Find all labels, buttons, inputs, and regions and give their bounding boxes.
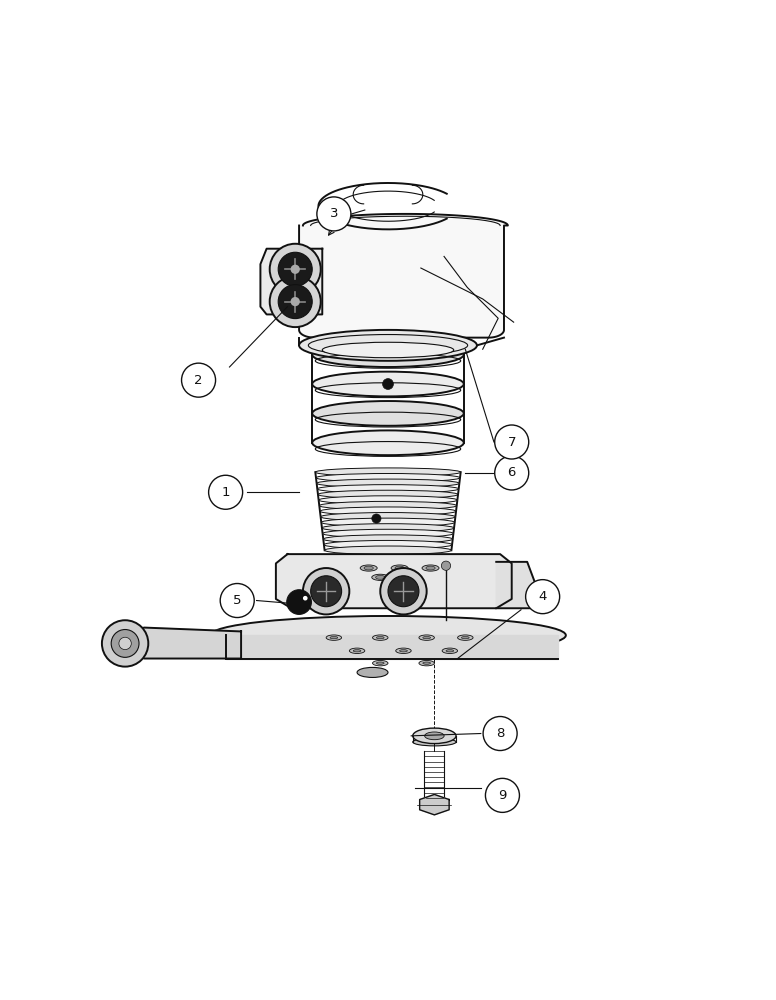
Circle shape xyxy=(111,630,139,657)
Ellipse shape xyxy=(299,330,477,361)
Circle shape xyxy=(483,717,517,751)
Circle shape xyxy=(270,276,320,327)
Ellipse shape xyxy=(458,635,473,640)
Text: 4: 4 xyxy=(539,590,547,603)
Ellipse shape xyxy=(321,518,455,527)
Polygon shape xyxy=(226,635,558,659)
Ellipse shape xyxy=(396,648,411,653)
Ellipse shape xyxy=(407,575,416,579)
Text: 3: 3 xyxy=(330,207,338,220)
Ellipse shape xyxy=(391,565,408,571)
Text: 1: 1 xyxy=(221,486,230,499)
Circle shape xyxy=(317,197,351,231)
Ellipse shape xyxy=(376,575,385,579)
Ellipse shape xyxy=(349,648,365,653)
Text: 7: 7 xyxy=(508,436,516,449)
Ellipse shape xyxy=(322,342,454,358)
Circle shape xyxy=(220,584,255,618)
Ellipse shape xyxy=(376,662,384,664)
Circle shape xyxy=(102,620,148,667)
Circle shape xyxy=(495,456,528,490)
Ellipse shape xyxy=(320,507,456,515)
Ellipse shape xyxy=(357,667,388,677)
Circle shape xyxy=(290,297,300,306)
Ellipse shape xyxy=(317,485,459,493)
Circle shape xyxy=(286,590,311,614)
Ellipse shape xyxy=(419,635,435,640)
Ellipse shape xyxy=(316,473,460,482)
Text: 8: 8 xyxy=(496,727,504,740)
Circle shape xyxy=(303,596,307,601)
Ellipse shape xyxy=(319,496,457,504)
Text: 9: 9 xyxy=(498,789,507,802)
Circle shape xyxy=(486,778,519,812)
Ellipse shape xyxy=(312,342,464,367)
Ellipse shape xyxy=(372,574,389,580)
Ellipse shape xyxy=(312,430,464,455)
Circle shape xyxy=(279,285,312,319)
Polygon shape xyxy=(276,554,511,608)
Polygon shape xyxy=(496,562,539,608)
Polygon shape xyxy=(299,214,508,338)
Ellipse shape xyxy=(315,468,461,476)
Circle shape xyxy=(525,580,559,614)
Ellipse shape xyxy=(372,635,388,640)
Ellipse shape xyxy=(318,490,458,499)
Ellipse shape xyxy=(312,372,464,396)
Ellipse shape xyxy=(312,401,464,426)
Ellipse shape xyxy=(324,535,452,543)
Ellipse shape xyxy=(462,636,469,639)
Ellipse shape xyxy=(330,636,338,639)
Ellipse shape xyxy=(423,662,431,664)
Circle shape xyxy=(442,561,451,570)
Circle shape xyxy=(182,363,216,397)
Ellipse shape xyxy=(423,636,431,639)
Ellipse shape xyxy=(353,650,361,652)
Polygon shape xyxy=(420,794,449,815)
Ellipse shape xyxy=(424,732,444,740)
Ellipse shape xyxy=(422,565,439,571)
Circle shape xyxy=(303,568,349,614)
Ellipse shape xyxy=(372,660,388,666)
Ellipse shape xyxy=(400,650,407,652)
Circle shape xyxy=(372,514,381,523)
Ellipse shape xyxy=(376,636,384,639)
Text: 5: 5 xyxy=(233,594,241,607)
Ellipse shape xyxy=(323,529,453,538)
Ellipse shape xyxy=(360,565,377,571)
Ellipse shape xyxy=(364,566,373,570)
Circle shape xyxy=(290,265,300,274)
Ellipse shape xyxy=(319,501,457,510)
Ellipse shape xyxy=(326,635,341,640)
Polygon shape xyxy=(121,628,241,659)
Ellipse shape xyxy=(446,650,454,652)
Circle shape xyxy=(279,252,312,286)
Circle shape xyxy=(270,244,320,295)
Ellipse shape xyxy=(419,660,435,666)
Ellipse shape xyxy=(324,546,452,555)
Circle shape xyxy=(380,568,427,614)
Polygon shape xyxy=(261,249,322,314)
Circle shape xyxy=(119,637,131,650)
Ellipse shape xyxy=(403,574,420,580)
Ellipse shape xyxy=(442,648,458,653)
Circle shape xyxy=(383,379,393,389)
Ellipse shape xyxy=(322,524,454,532)
Ellipse shape xyxy=(413,738,456,746)
Circle shape xyxy=(495,425,528,459)
Ellipse shape xyxy=(210,616,566,655)
Circle shape xyxy=(310,576,341,607)
Circle shape xyxy=(209,475,243,509)
Ellipse shape xyxy=(324,540,452,549)
Text: 2: 2 xyxy=(194,374,203,387)
Ellipse shape xyxy=(320,513,456,521)
Ellipse shape xyxy=(426,566,435,570)
Ellipse shape xyxy=(395,566,404,570)
Ellipse shape xyxy=(317,479,459,488)
Text: 6: 6 xyxy=(508,466,516,479)
Circle shape xyxy=(388,576,419,607)
Ellipse shape xyxy=(413,728,456,744)
